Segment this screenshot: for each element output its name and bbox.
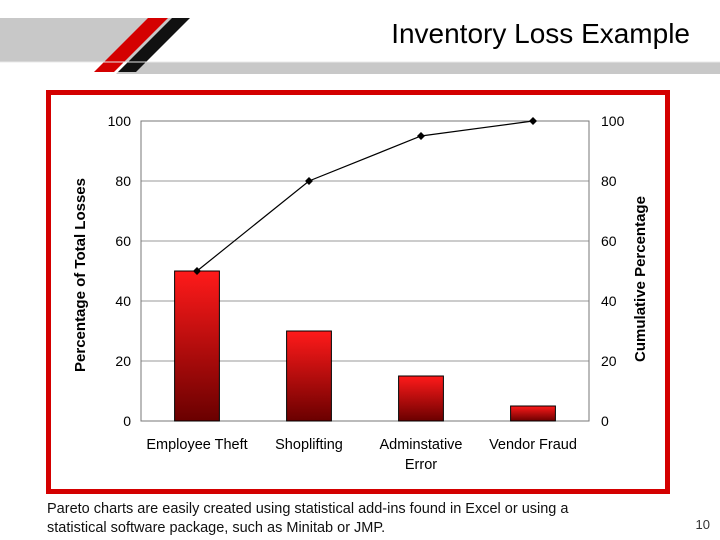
chart-frame: 0 20 40 60 80 100 0 20 40 60 80 100 Employee Theft Sh… xyxy=(46,90,670,494)
caption-line-2: statistical software package, such as Mi… xyxy=(47,520,386,536)
page-number: 10 xyxy=(695,517,710,532)
y-tick-label: 40 xyxy=(115,293,131,309)
y2-tick-label: 0 xyxy=(601,413,609,429)
x-tick-label: Error xyxy=(405,457,437,473)
y-tick-label: 100 xyxy=(108,113,132,129)
cumulative-point xyxy=(305,177,313,185)
x-tick-label: Vendor Fraud xyxy=(489,437,577,453)
slide-caption: Pareto charts are easily created using s… xyxy=(47,500,647,538)
cumulative-point xyxy=(193,267,201,275)
y2-tick-label: 20 xyxy=(601,353,617,369)
bar xyxy=(286,330,332,422)
plot-area-border xyxy=(140,120,590,422)
y-tick-label: 0 xyxy=(123,413,131,429)
bar xyxy=(174,270,220,422)
bar xyxy=(398,375,444,422)
y-tick-label: 60 xyxy=(115,233,131,249)
y2-tick-label: 60 xyxy=(601,233,617,249)
cumulative-line xyxy=(196,120,534,272)
x-tick-label: Shoplifting xyxy=(275,437,343,453)
bar xyxy=(510,405,556,422)
y-tick-label: 80 xyxy=(115,173,131,189)
cumulative-point xyxy=(529,117,537,125)
slide-title: Inventory Loss Example xyxy=(391,18,690,49)
y2-tick-label: 40 xyxy=(601,293,617,309)
x-tick-label: Adminstative xyxy=(379,437,462,453)
y2-tick-label: 100 xyxy=(601,113,625,129)
caption-line-1: Pareto charts are easily created using s… xyxy=(47,501,569,517)
y-axis-title: Percentage of Total Losses xyxy=(72,178,89,372)
y-tick-label: 20 xyxy=(115,353,131,369)
cumulative-point xyxy=(417,132,425,140)
x-tick-label: Employee Theft xyxy=(146,437,247,453)
header-decoration xyxy=(0,18,720,74)
y2-axis-title: Cumulative Percentage xyxy=(632,196,649,362)
y2-tick-label: 80 xyxy=(601,173,617,189)
pareto-chart: 0 20 40 60 80 100 0 20 40 60 80 100 Employee Theft Sh… xyxy=(72,113,649,473)
